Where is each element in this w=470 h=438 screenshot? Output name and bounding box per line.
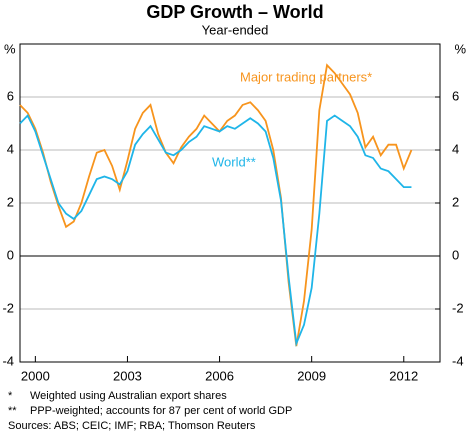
y2-tick-label: 4 bbox=[452, 141, 459, 156]
y-tick-label: -4 bbox=[2, 353, 14, 368]
y-tick-label: 2 bbox=[7, 194, 14, 209]
plot-frame bbox=[19, 43, 441, 363]
y-unit: % bbox=[4, 41, 16, 56]
y-tick-label: -2 bbox=[2, 300, 14, 315]
chart-title: GDP Growth – World bbox=[146, 2, 323, 22]
y2-tick-label: 0 bbox=[452, 247, 459, 262]
x-tick-label: 2003 bbox=[113, 368, 142, 383]
y2-tick-label: 6 bbox=[452, 88, 459, 103]
y2-tick-label: -2 bbox=[452, 300, 464, 315]
series-line bbox=[19, 113, 412, 348]
x-tick-label: 2006 bbox=[205, 368, 234, 383]
y2-tick-label: 2 bbox=[452, 194, 459, 209]
chart-subtitle: Year-ended bbox=[202, 22, 269, 37]
y-tick-label: 6 bbox=[7, 88, 14, 103]
x-tick-label: 2009 bbox=[297, 368, 326, 383]
y-tick-label: 0 bbox=[7, 247, 14, 262]
y2-unit: % bbox=[454, 41, 466, 56]
x-tick-label: 2000 bbox=[21, 368, 50, 383]
sources: Sources: ABS; CEIC; IMF; RBA; Thomson Re… bbox=[8, 420, 256, 432]
y-tick-label: 4 bbox=[7, 141, 14, 156]
note-mark: * bbox=[8, 390, 13, 402]
series-line bbox=[19, 63, 413, 347]
y2-tick-label: -4 bbox=[452, 353, 464, 368]
series-label: World** bbox=[212, 154, 256, 169]
note-text: PPP-weighted; accounts for 87 per cent o… bbox=[30, 405, 292, 417]
note-text: Weighted using Australian export shares bbox=[30, 390, 227, 402]
series-label: Major trading partners* bbox=[240, 69, 372, 84]
note-mark: ** bbox=[8, 405, 17, 417]
x-tick-label: 2012 bbox=[389, 368, 418, 383]
